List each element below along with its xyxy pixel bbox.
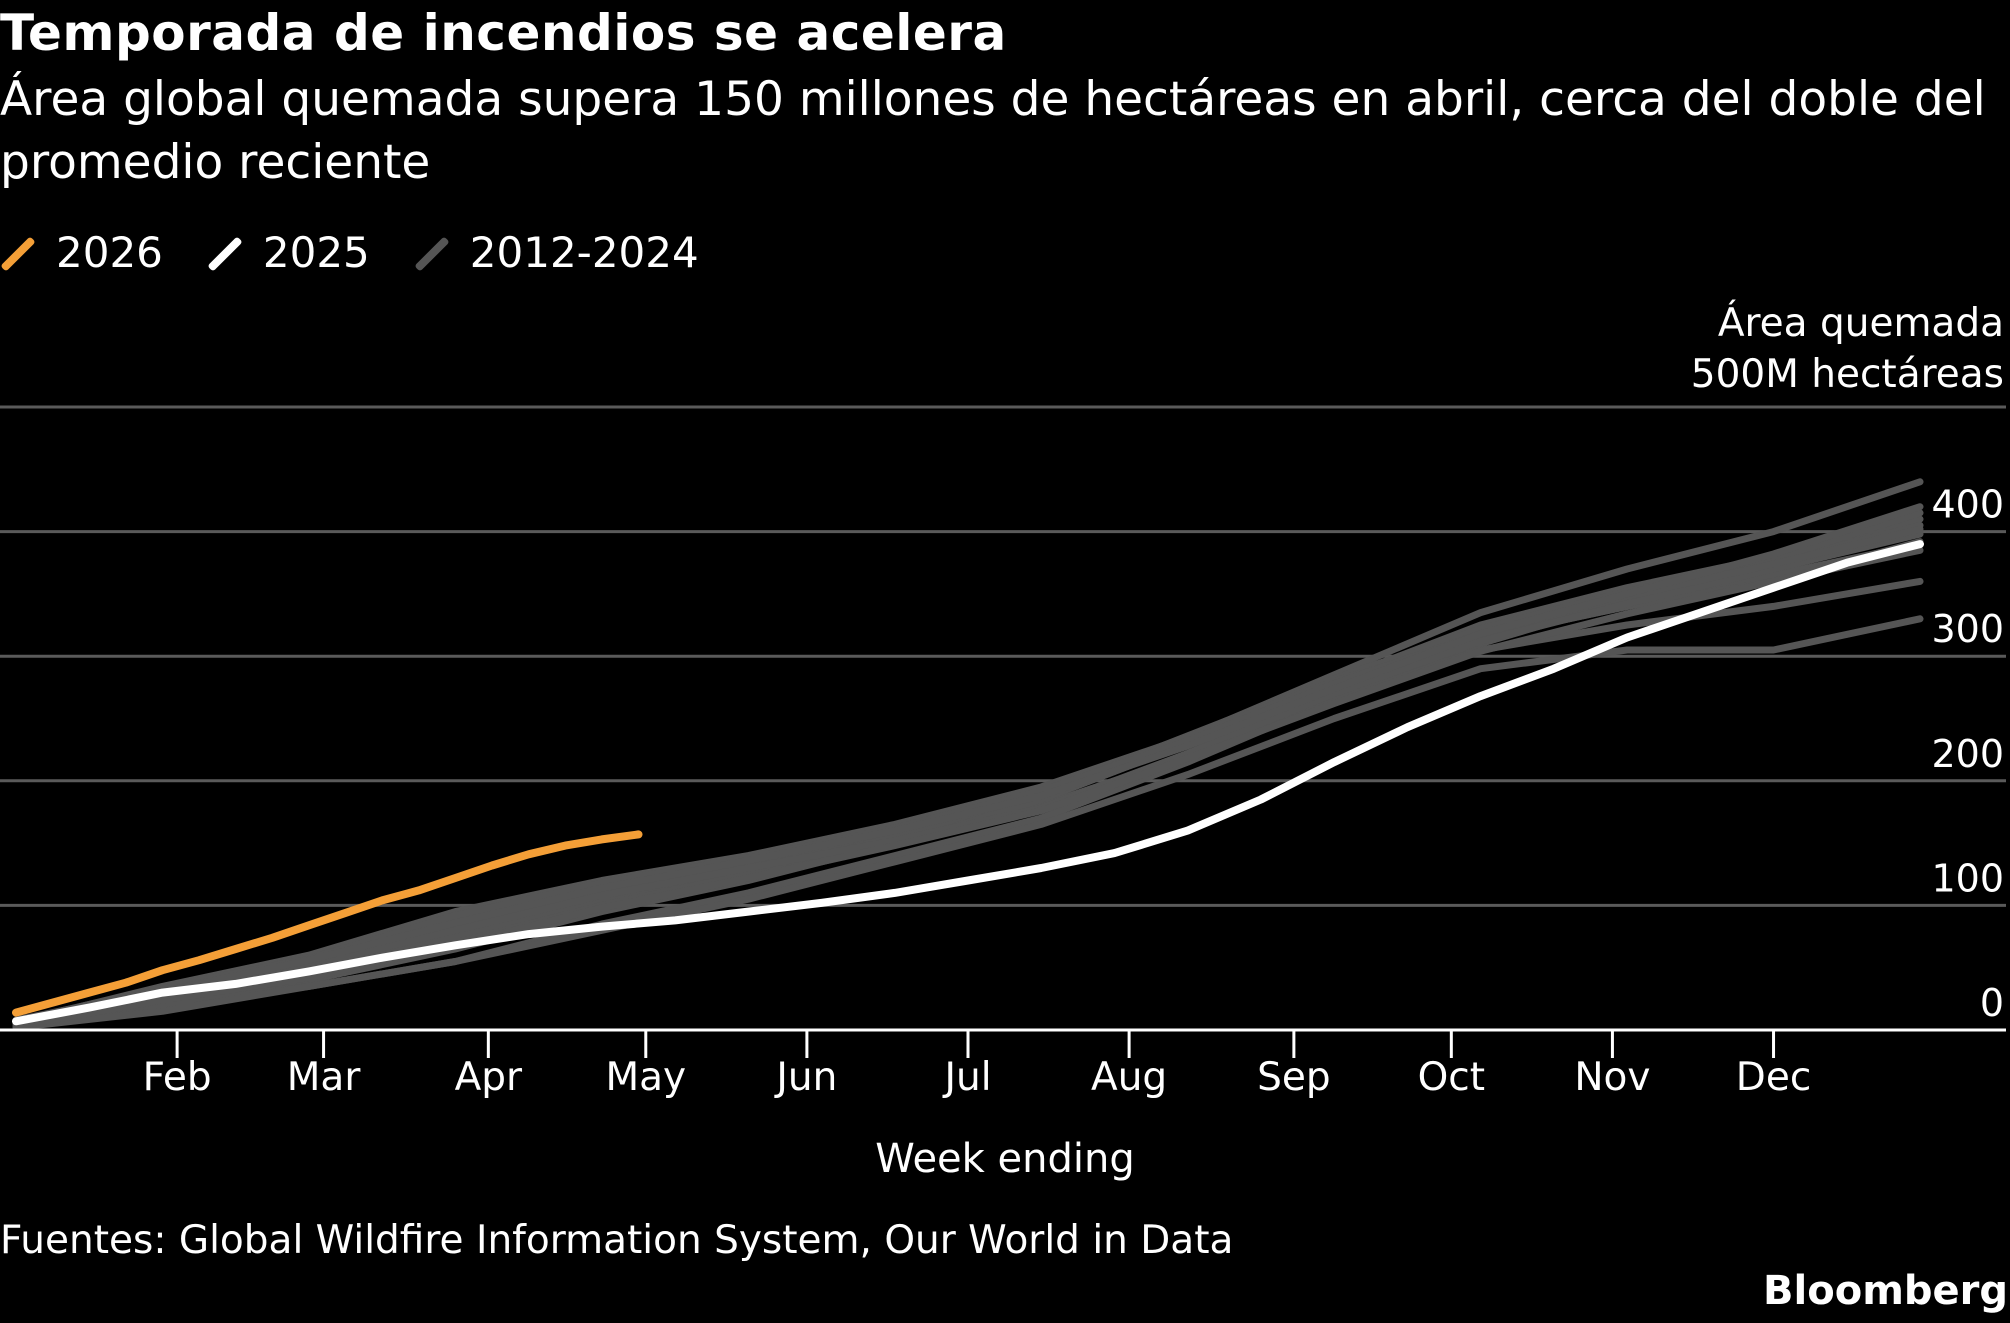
legend-item-2025: 2025: [207, 228, 370, 277]
bloomberg-logo: Bloomberg: [1763, 1268, 2008, 1314]
x-tick-label-apr: Apr: [455, 1055, 523, 1100]
y-tick-label-400: 400: [1931, 483, 2004, 527]
source-note: Fuentes: Global Wildfire Information Sys…: [0, 1218, 1234, 1263]
x-tick-label-sep: Sep: [1257, 1055, 1331, 1100]
legend-item-history: 2012-2024: [414, 228, 699, 277]
x-tick-label-jun: Jun: [773, 1055, 837, 1100]
series-history-line-2: [12, 478, 1924, 1026]
series-history-line-5: [12, 540, 1924, 1028]
legend-label-2026: 2026: [56, 227, 163, 277]
y-axis-label-line2: 500M hectáreas: [1691, 352, 2004, 397]
chart-subtitle: Área global quemada supera 150 millones …: [0, 72, 1986, 190]
series-history-line-10: [12, 530, 1924, 1028]
y-tick-label-200: 200: [1931, 732, 2004, 776]
x-tick-label-may: May: [605, 1055, 686, 1100]
x-tick-label-aug: Aug: [1091, 1055, 1167, 1100]
series-history-line-7: [12, 615, 1924, 1031]
x-tick-label-mar: Mar: [287, 1055, 362, 1100]
series-2026-line: [12, 830, 643, 1017]
legend: 2026 2025 2012-2024: [0, 222, 743, 282]
x-tick-label-feb: Feb: [143, 1055, 212, 1100]
series-history-line-13: [12, 503, 1924, 1026]
y-tick-label-300: 300: [1931, 607, 2004, 651]
legend-label-2025: 2025: [262, 227, 370, 277]
x-axis-label: Week ending: [875, 1136, 1135, 1182]
legend-label-history: 2012-2024: [469, 227, 699, 277]
x-tick-label-jul: Jul: [941, 1055, 991, 1100]
legend-item-2026: 2026: [0, 228, 163, 277]
y-tick-label-0: 0: [1980, 981, 2004, 1025]
x-tick-label-dec: Dec: [1736, 1055, 1811, 1100]
y-axis-label-line1: Área quemada: [1718, 299, 2004, 346]
chart-title: Temporada de incendios se acelera: [0, 4, 1007, 62]
y-tick-label-100: 100: [1931, 856, 2004, 900]
series-2025-line: [12, 540, 1924, 1026]
x-tick-label-nov: Nov: [1574, 1055, 1650, 1100]
x-tick-label-oct: Oct: [1418, 1055, 1485, 1100]
series-history-line-12: [12, 538, 1924, 1030]
